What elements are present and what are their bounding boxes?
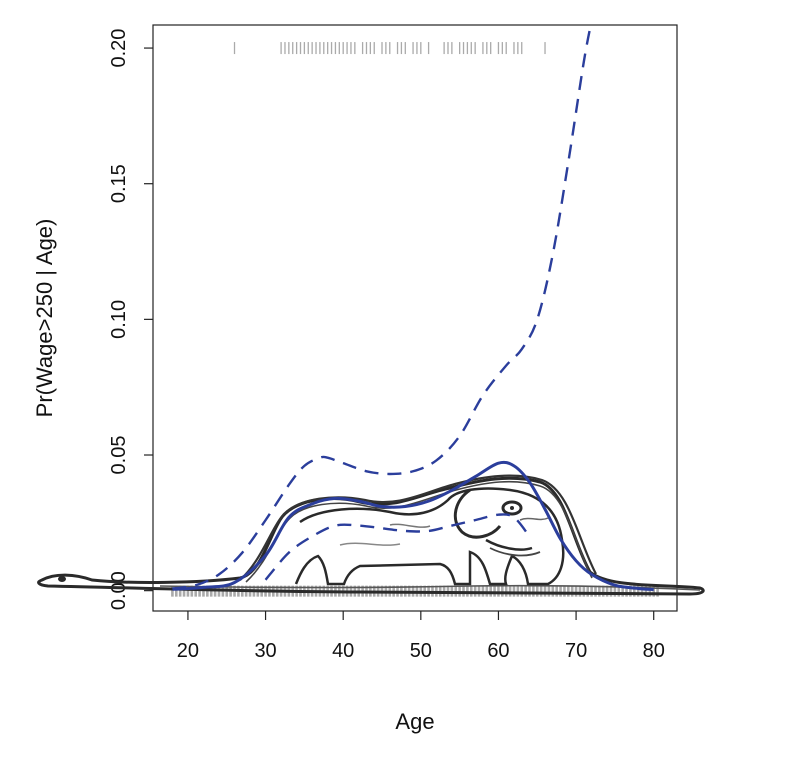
x-tick-label: 70 [565,640,587,662]
x-axis: 20 30 40 50 60 70 80 [177,611,665,662]
y-axis-label: Pr(Wage>250 | Age) [32,219,57,418]
y-tick-label: 0.10 [108,300,130,339]
confidence-band-line [172,25,593,590]
x-tick-label: 60 [487,640,509,662]
y-tick-label: 0.20 [108,29,130,68]
x-tick-label: 30 [254,640,276,662]
y-axis: 0.00 0.05 0.10 0.15 0.20 [108,29,153,610]
x-tick-label: 40 [332,640,354,662]
plot-frame [152,24,678,612]
y-tick-label: 0.00 [108,571,130,610]
elephant-boa-drawing [37,474,705,596]
series-layer [172,25,654,592]
y-tick-label: 0.05 [108,436,130,475]
x-tick-label: 50 [410,640,432,662]
y-tick-label: 0.15 [108,164,130,203]
x-axis-label: Age [395,709,434,734]
x-tick-label: 20 [177,640,199,662]
confidence-band-line [264,513,531,581]
fit-line [172,460,654,592]
x-tick-label: 80 [643,640,665,662]
